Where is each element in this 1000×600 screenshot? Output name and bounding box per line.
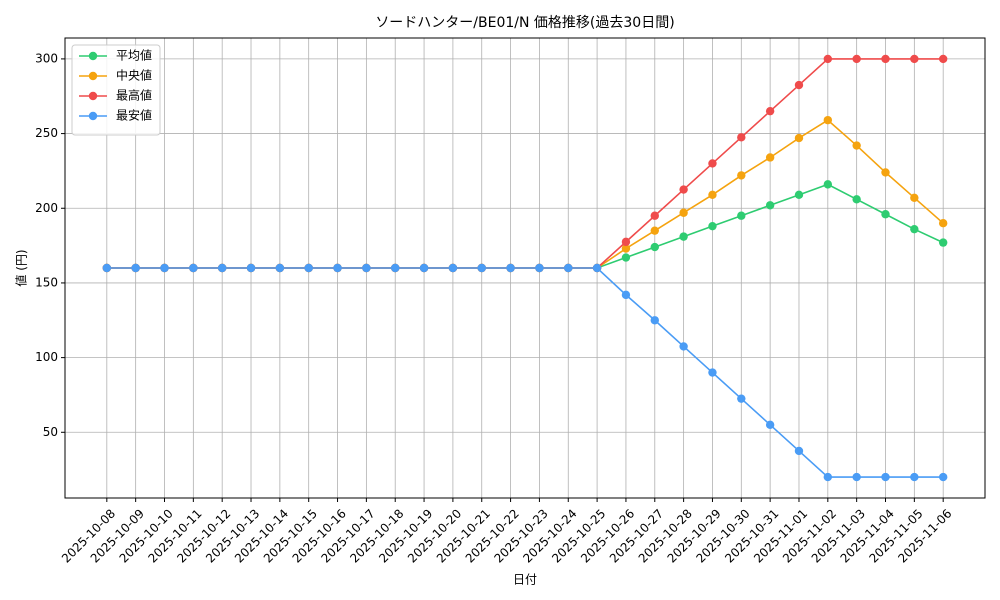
point [823,54,833,64]
point [362,263,371,273]
point [823,472,833,482]
legend-marker [88,51,98,61]
point [765,153,775,162]
point [708,159,717,168]
series-line [106,267,944,478]
point [794,446,804,456]
point [910,193,919,203]
point [708,368,717,377]
legend-label: 平均値 [116,48,152,63]
chart-title: ソードハンター/BE01/N 価格推移(過去30日間) [375,15,674,31]
point [650,242,659,252]
point [189,263,198,273]
point [304,263,313,273]
point [708,190,717,200]
legend-label: 中央値 [116,68,152,83]
point [333,263,342,273]
legend-marker [88,71,98,81]
point [102,263,112,273]
point [708,221,717,231]
point [650,226,659,235]
y-tick-label: 100 [35,350,58,364]
point [794,80,804,90]
point [419,263,429,273]
x-axis-label: 日付 [513,573,537,587]
point [852,195,861,204]
y-tick-label: 250 [35,126,58,140]
point [910,224,919,234]
point [592,263,602,273]
y-axis-label: 値 (円) [14,249,29,286]
point [794,133,804,143]
point [506,263,515,273]
point [160,263,169,273]
point [881,168,890,177]
point [938,472,948,482]
point [938,238,948,247]
point [737,211,746,220]
point [737,133,746,142]
point [391,263,400,273]
point [535,263,544,273]
point [650,211,659,220]
legend-label: 最安値 [116,108,152,123]
y-tick-label: 200 [35,201,58,215]
point [621,290,631,300]
point [679,342,688,351]
point [679,208,688,217]
y-tick-label: 300 [35,51,58,65]
legend-marker [88,91,98,101]
point [448,263,458,273]
point [938,218,948,228]
point [679,232,688,241]
point [852,141,861,150]
legend-label: 最高値 [116,88,152,103]
point [881,472,890,482]
point [765,201,775,210]
y-tick-label: 150 [35,275,58,289]
point [823,115,833,125]
point [275,263,285,273]
point [217,263,227,273]
point [881,54,890,64]
point [477,263,486,273]
point [621,253,631,262]
plot-frame [64,37,986,499]
point [621,237,631,247]
point [881,210,890,219]
point [621,244,631,253]
point [852,472,861,482]
point [910,472,919,482]
point [938,54,948,64]
legend-marker [88,111,98,121]
point [679,185,688,194]
point [852,54,861,64]
y-tick-label: 50 [43,425,58,439]
point [737,394,746,403]
point [737,171,746,180]
point [765,106,775,116]
point [246,263,256,273]
point [564,263,573,273]
point [794,190,804,200]
point [650,316,659,325]
point [910,54,919,64]
point [765,420,775,430]
point [823,180,833,189]
point [131,263,140,273]
